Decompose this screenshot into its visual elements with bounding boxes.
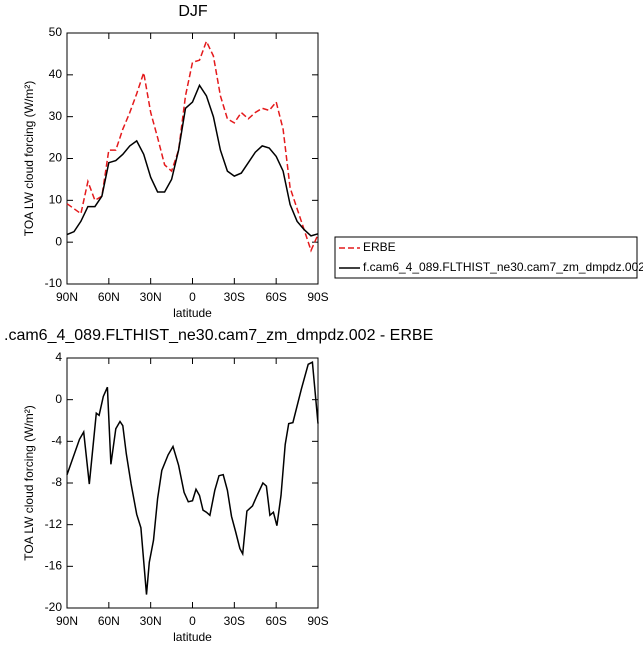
- x-tick-label: 30S: [224, 614, 245, 628]
- y-tick-label: 40: [49, 67, 63, 81]
- y-axis-label: TOA LW cloud forcing (W/m²): [22, 81, 36, 237]
- chart-title: DJF: [178, 3, 208, 20]
- x-tick-label: 90N: [56, 614, 78, 628]
- y-tick-label: -20: [45, 600, 63, 614]
- chart-title: .cam6_4_089.FLTHIST_ne30.cam7_zm_dmpdz.0…: [4, 327, 433, 344]
- x-tick-label: 60N: [98, 614, 120, 628]
- y-tick-label: 4: [55, 350, 62, 364]
- y-tick-label: 10: [49, 193, 63, 207]
- x-tick-label: 30N: [140, 290, 162, 304]
- x-tick-label: 90S: [307, 290, 328, 304]
- data-line: [66, 361, 319, 595]
- data-line: [66, 83, 319, 237]
- y-tick-label: -8: [51, 475, 62, 489]
- y-tick-label: 0: [55, 234, 62, 248]
- x-tick-label: 30S: [224, 290, 245, 304]
- x-tick-label: 60S: [265, 614, 286, 628]
- x-tick-label: 60S: [265, 290, 286, 304]
- y-axis-label: TOA LW cloud forcing (W/m²): [22, 405, 36, 561]
- y-tick-label: 20: [49, 151, 63, 165]
- plot-frame: [66, 357, 319, 609]
- data-line: [66, 39, 319, 253]
- legend-label: f.cam6_4_089.FLTHIST_ne30.cam7_zm_dmpdz.…: [363, 260, 643, 274]
- x-tick-label: 30N: [140, 614, 162, 628]
- y-tick-label: 0: [55, 392, 62, 406]
- y-tick-label: 30: [49, 109, 63, 123]
- x-axis-label: latitude: [173, 630, 212, 644]
- x-tick-label: 0: [189, 290, 196, 304]
- plot-frame: [66, 32, 319, 285]
- y-tick-label: 50: [49, 25, 63, 39]
- y-tick-label: -4: [51, 434, 62, 448]
- y-tick-label: -16: [45, 559, 63, 573]
- x-tick-label: 90N: [56, 290, 78, 304]
- x-tick-label: 90S: [307, 614, 328, 628]
- y-tick-label: -12: [45, 517, 63, 531]
- y-tick-label: -10: [45, 276, 63, 290]
- x-axis-label: latitude: [173, 306, 212, 320]
- legend-label: ERBE: [363, 240, 396, 254]
- legend-box: [334, 236, 638, 279]
- x-tick-label: 60N: [98, 290, 120, 304]
- x-tick-label: 0: [189, 614, 196, 628]
